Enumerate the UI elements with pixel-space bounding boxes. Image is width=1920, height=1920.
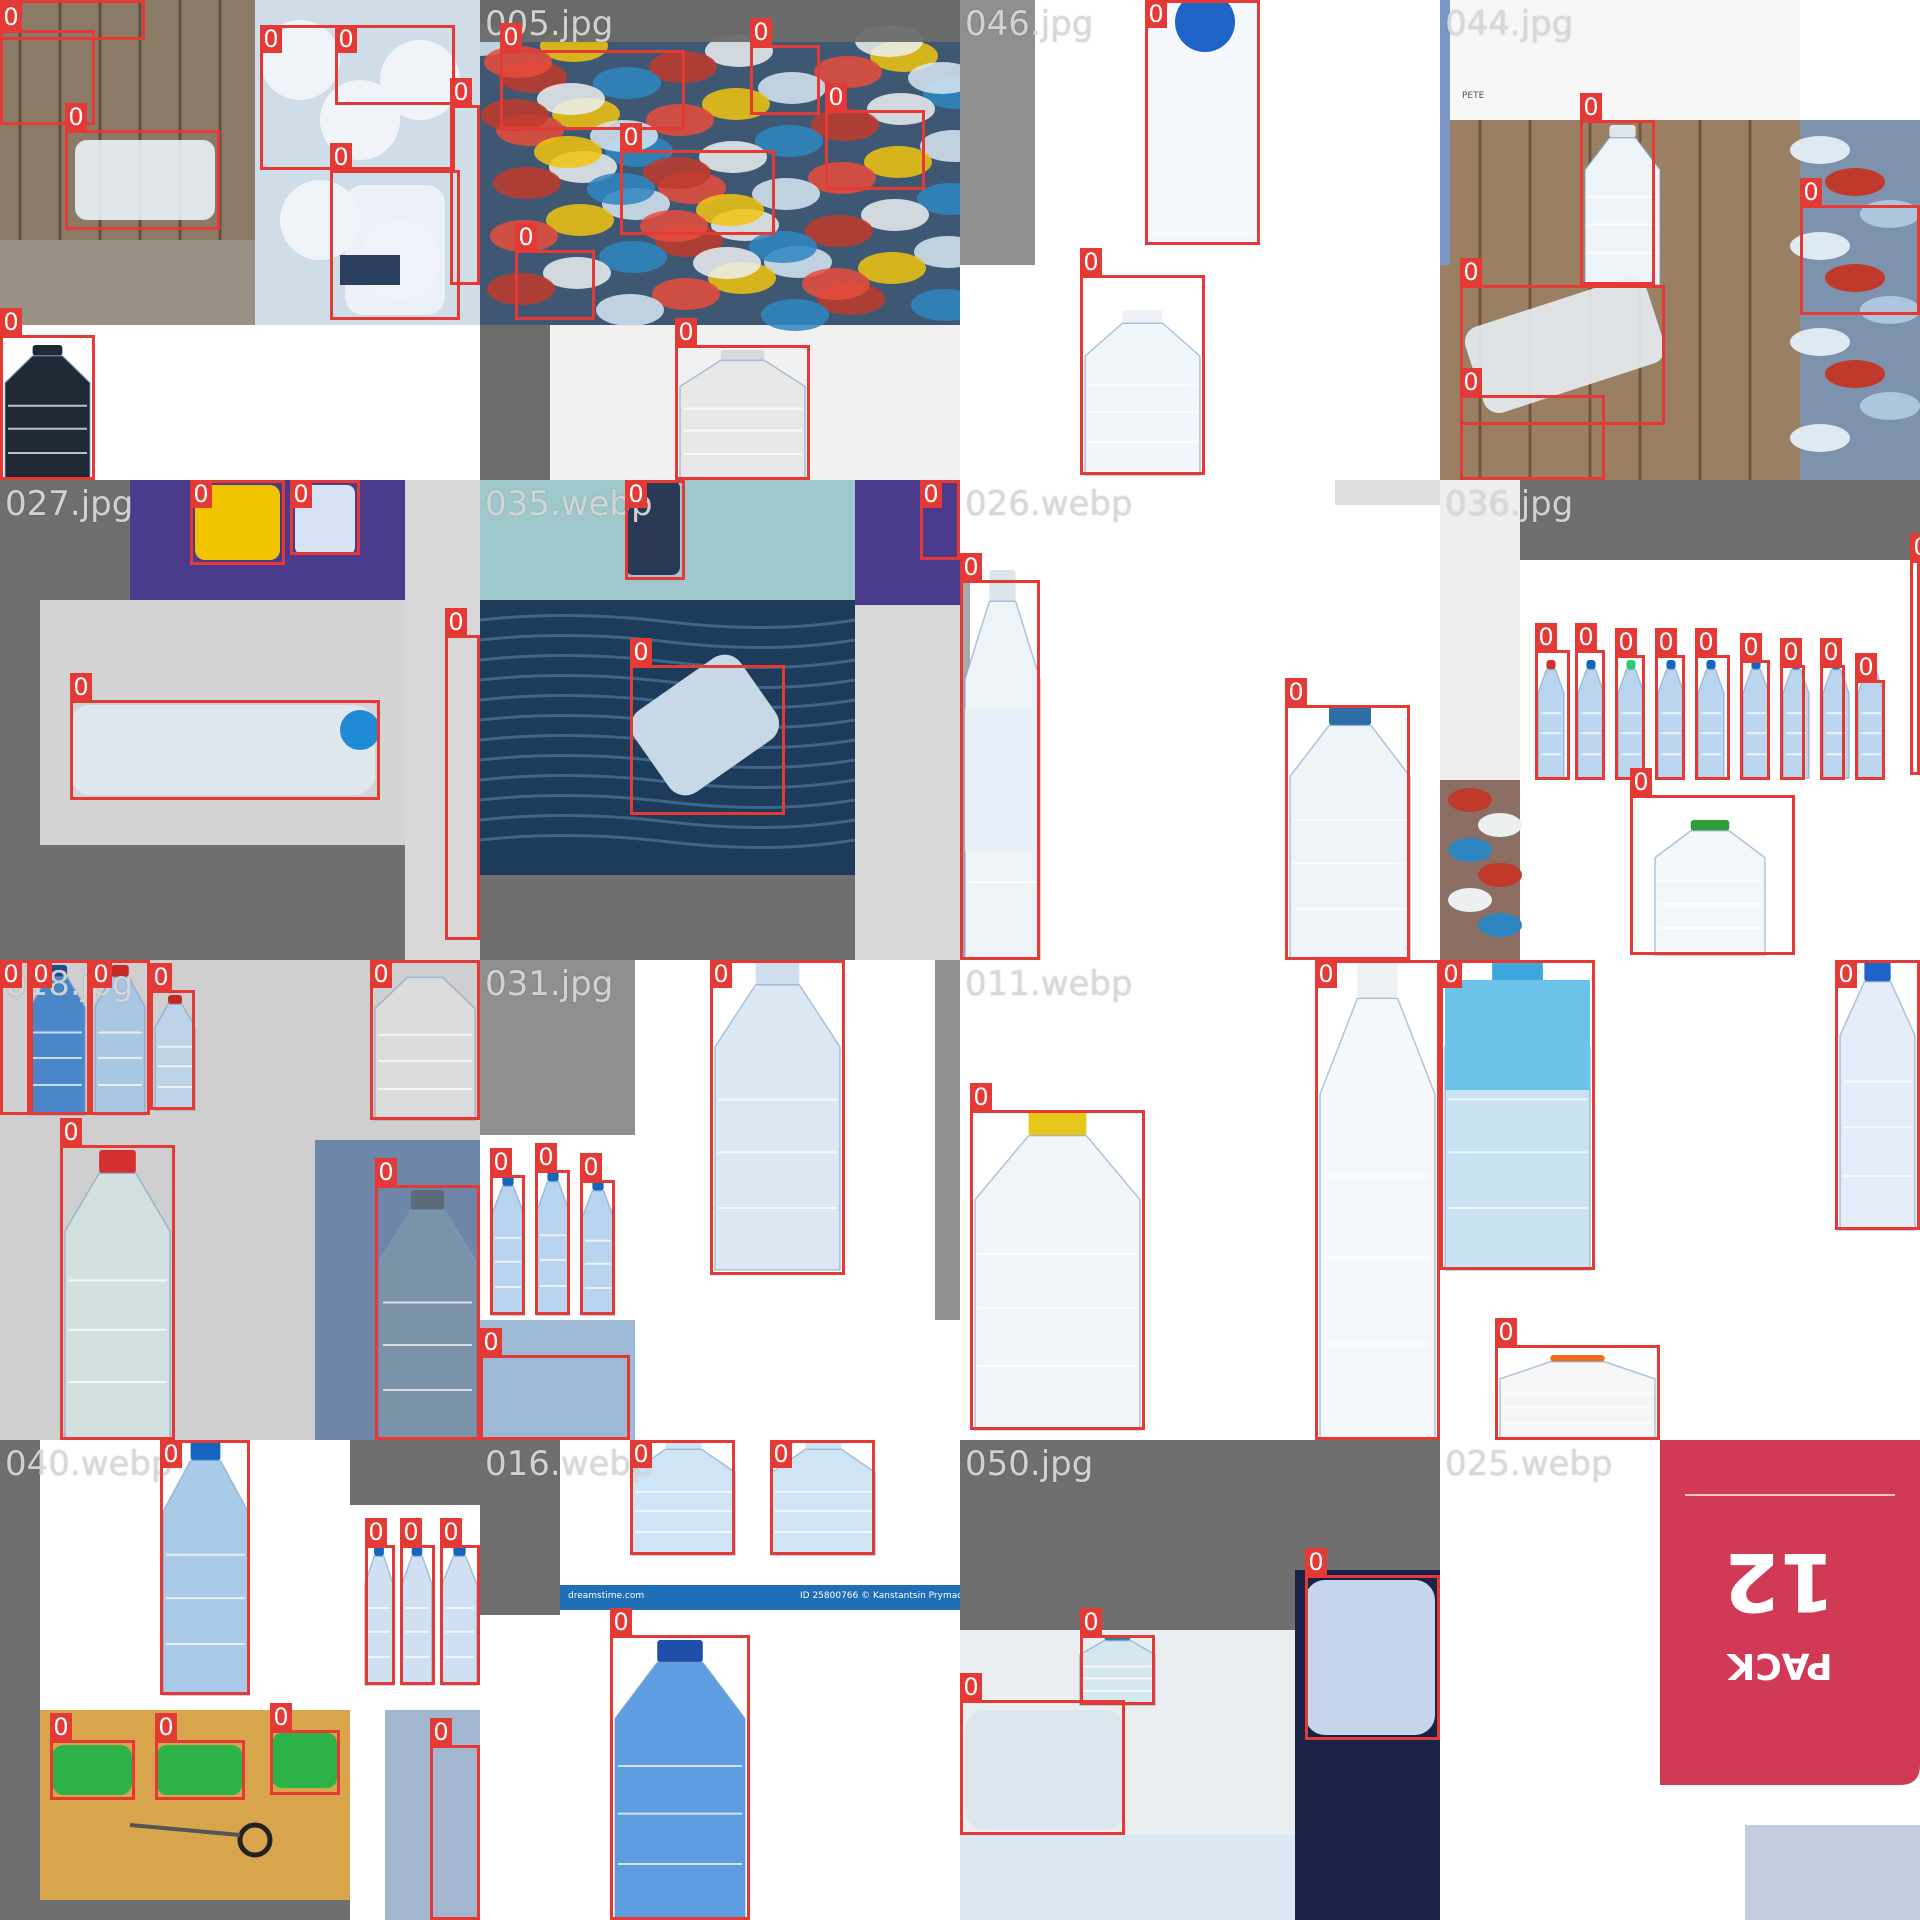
photo	[480, 960, 960, 1440]
tile-filename: 044.jpg	[1445, 4, 1574, 44]
tile-filename: 035.webp	[485, 484, 653, 524]
tile-filename: 050.jpg	[965, 1444, 1094, 1484]
image-tile: 018.jpg 0 0 0 0 0 0 0	[0, 960, 480, 1440]
tile-filename: 011.webp	[965, 964, 1133, 1004]
image-tile: 027.jpg 0 0 0 0	[0, 480, 480, 960]
photo	[0, 1440, 480, 1920]
watermark-left: dreamstime.com	[568, 1591, 645, 1601]
photo	[960, 0, 1440, 480]
photo	[960, 480, 1440, 960]
tile-filename: 036.jpg	[1445, 484, 1574, 524]
image-tile: 035.webp 0 0 0	[480, 480, 960, 960]
photo	[1440, 960, 1920, 1440]
tile-filename: 018.jpg	[5, 964, 134, 1004]
tile-filename: 016.webp	[485, 1444, 653, 1484]
image-tile: 040.webp 0 0 0 0 0 0 0 0	[0, 1440, 480, 1920]
tile-filename: 046.jpg	[965, 4, 1094, 44]
image-tile: PETE 044.jpg 0 0 0 0	[1440, 0, 1920, 480]
photo	[480, 480, 960, 960]
photo	[480, 0, 960, 480]
tile-filename: 031.jpg	[485, 964, 614, 1004]
image-tile: 005.jpg 0 0 0 0 0 0	[480, 0, 960, 480]
image-tile: 011.webp 0 0	[960, 960, 1440, 1440]
tile-filename: 026.webp	[965, 484, 1133, 524]
image-tile: 031.jpg 0 0 0 0 0	[480, 960, 960, 1440]
image-tile: 046.jpg 0 0	[960, 0, 1440, 480]
photo	[960, 1440, 1440, 1920]
image-tile: 12 PACK 025.webp	[1440, 1440, 1920, 1920]
pack-word: PACK	[1727, 1645, 1833, 1686]
photo	[0, 480, 480, 960]
image-tile: dreamstime.com ID 25800766 © Kanstantsin …	[480, 1440, 960, 1920]
tile-filename: 005.jpg	[485, 4, 614, 44]
image-tile: 026.webp 0 0	[960, 480, 1440, 960]
tile-filename: 027.jpg	[5, 484, 134, 524]
pack-number: 12	[1723, 1535, 1835, 1628]
photo	[480, 1440, 960, 1920]
photo	[960, 960, 1440, 1440]
photo	[1440, 1440, 1920, 1920]
image-tile: 050.jpg 0 0 0	[960, 1440, 1440, 1920]
photo	[1440, 480, 1920, 960]
watermark-right: ID 25800766 © Kanstantsin Prymachuk	[800, 1591, 960, 1601]
tile-filename: 025.webp	[1445, 1444, 1613, 1484]
photo: PETE	[1440, 0, 1920, 480]
photo	[0, 960, 480, 1440]
pete-text: PETE	[1462, 91, 1485, 101]
photo	[0, 0, 480, 480]
tile-filename: 040.webp	[5, 1444, 173, 1484]
